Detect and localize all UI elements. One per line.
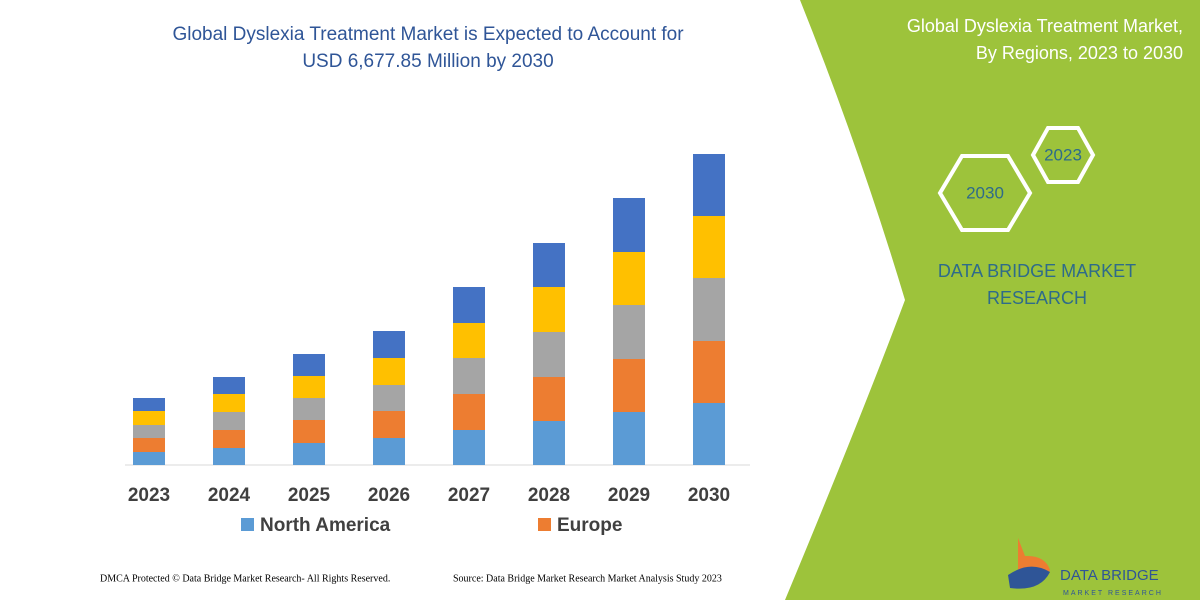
bar-segment: [133, 411, 165, 425]
hexagon-label: 2030: [966, 183, 1004, 202]
bar-segment: [533, 332, 565, 377]
hexagon-label: 2023: [1044, 145, 1082, 164]
x-tick-label: 2026: [368, 485, 410, 506]
x-tick-label: 2028: [528, 485, 570, 506]
bar-segment: [453, 323, 485, 358]
x-tick-label: 2030: [688, 485, 730, 506]
logo-mark: [1008, 566, 1050, 589]
x-tick-label: 2027: [448, 485, 490, 506]
hexagon: [937, 154, 1033, 232]
bar-segment: [613, 359, 645, 412]
bar-segment: [533, 377, 565, 421]
panel-title: Global Dyslexia Treatment Market,: [907, 16, 1183, 36]
logo-tagline: MARKET RESEARCH: [1063, 590, 1163, 597]
bar-segment: [613, 198, 645, 252]
bar-segment: [453, 358, 485, 394]
bar-segment: [213, 412, 245, 430]
bar-segment: [693, 403, 725, 465]
bar-segment: [373, 358, 405, 385]
bar-segment: [213, 430, 245, 448]
bar-segment: [133, 452, 165, 465]
bar-segment: [213, 448, 245, 465]
legend-swatch: [241, 518, 254, 531]
legend-swatch: [538, 518, 551, 531]
bar-segment: [213, 377, 245, 394]
legend-label: Europe: [557, 515, 622, 536]
bar-segment: [453, 430, 485, 465]
bar-segment: [693, 216, 725, 278]
side-panel: [785, 0, 1200, 600]
bar-segment: [293, 443, 325, 465]
panel-title: By Regions, 2023 to 2030: [976, 43, 1183, 63]
chart-title: Global Dyslexia Treatment Market is Expe…: [172, 24, 684, 45]
footer-source: Source: Data Bridge Market Research Mark…: [453, 573, 722, 584]
x-tick-label: 2029: [608, 485, 650, 506]
bar-segment: [133, 398, 165, 411]
hexagon: [1030, 126, 1096, 184]
bar-segment: [293, 376, 325, 398]
bar-segment: [293, 398, 325, 420]
bar-segment: [533, 421, 565, 465]
bar-segment: [613, 412, 645, 465]
logo-name: DATA BRIDGE: [1060, 567, 1159, 584]
bar-segment: [293, 420, 325, 443]
bar-segment: [533, 243, 565, 287]
bar-segment: [293, 354, 325, 376]
x-tick-label: 2023: [128, 485, 170, 506]
bar-segment: [453, 287, 485, 323]
bar-segment: [373, 385, 405, 411]
bar-segment: [613, 305, 645, 359]
brand-text: RESEARCH: [987, 288, 1087, 308]
bar-segment: [373, 411, 405, 438]
brand-text: DATA BRIDGE MARKET: [938, 261, 1136, 281]
footer-note: DMCA Protected © Data Bridge Market Rese…: [100, 573, 390, 584]
x-tick-label: 2025: [288, 485, 331, 506]
bar-segment: [693, 154, 725, 216]
chart-title: USD 6,677.85 Million by 2030: [302, 51, 553, 72]
bar-segment: [613, 252, 645, 305]
x-tick-label: 2024: [208, 485, 251, 506]
bar-segment: [133, 438, 165, 452]
bar-segment: [693, 341, 725, 403]
legend-label: North America: [260, 515, 391, 536]
bar-segment: [533, 287, 565, 332]
bar-segment: [373, 438, 405, 465]
bar-segment: [693, 278, 725, 341]
bar-segment: [453, 394, 485, 430]
bar-segment: [213, 394, 245, 412]
bar-segment: [373, 331, 405, 358]
bar-segment: [133, 425, 165, 438]
